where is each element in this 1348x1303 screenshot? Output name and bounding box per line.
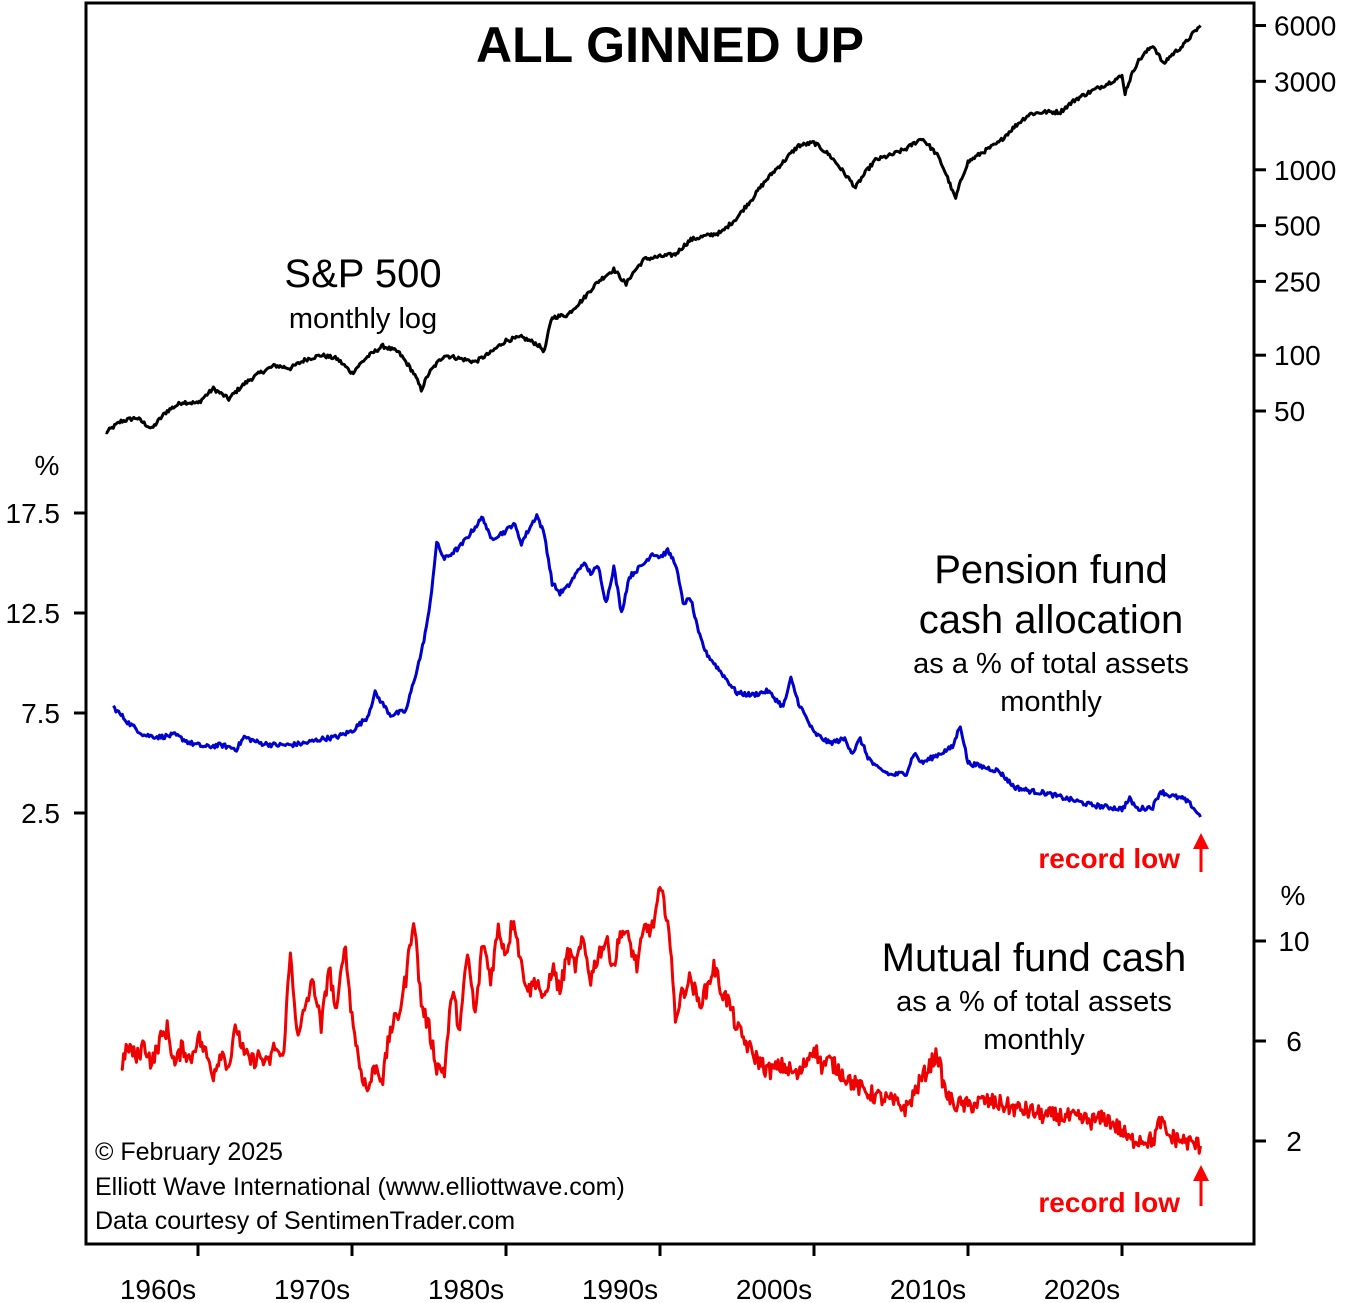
chart-canvas: 1960s 1970s 1980s 1990s 2000s 2010s 2020s 50 10… bbox=[0, 0, 1348, 1303]
sp500-y-tick-label: 6000 bbox=[1274, 11, 1336, 42]
mutual-y-tick-label: 10 bbox=[1278, 926, 1309, 957]
mutual-line bbox=[121, 888, 1201, 1154]
sp500-label: S&P 500 bbox=[284, 252, 441, 296]
x-tick-label-1980s: 1980s bbox=[428, 1274, 504, 1303]
sp500-y-tick-label: 500 bbox=[1274, 211, 1321, 242]
sp500-y-axis: 50 100 250 500 1000 3000 6000 bbox=[1254, 11, 1336, 427]
sp500-y-tick-label: 100 bbox=[1274, 340, 1321, 371]
copyright-text: © February 2025 bbox=[95, 1138, 283, 1166]
pension-y-tick-label: 7.5 bbox=[21, 698, 60, 729]
sp500-sublabel: monthly log bbox=[289, 303, 437, 335]
mutual-record-low-arrow bbox=[1193, 1165, 1209, 1206]
x-tick-label-1990s: 1990s bbox=[582, 1274, 658, 1303]
mutual-sublabel2: monthly bbox=[983, 1024, 1085, 1056]
pension-unit-label: % bbox=[35, 450, 60, 481]
mutual-unit-label: % bbox=[1281, 880, 1306, 911]
x-tick-label-2020s: 2020s bbox=[1044, 1274, 1120, 1303]
chart-title: ALL GINNED UP bbox=[476, 17, 864, 73]
publisher-text: Elliott Wave International (www.elliottw… bbox=[95, 1173, 625, 1201]
sp500-y-tick-label: 250 bbox=[1274, 266, 1321, 297]
mutual-y-tick-label: 6 bbox=[1286, 1026, 1302, 1057]
x-tick-label-1970s: 1970s bbox=[274, 1274, 350, 1303]
x-tick-label-2000s: 2000s bbox=[736, 1274, 812, 1303]
pension-y-tick-label: 12.5 bbox=[6, 598, 61, 629]
x-tick-label-1960s: 1960s bbox=[120, 1274, 196, 1303]
pension-sublabel: as a % of total assets bbox=[913, 648, 1189, 680]
sp500-y-tick-label: 3000 bbox=[1274, 66, 1336, 97]
sp500-line bbox=[106, 26, 1201, 433]
mutual-y-tick-label: 2 bbox=[1286, 1126, 1302, 1157]
pension-y-tick-label: 2.5 bbox=[21, 798, 60, 829]
mutual-fund-y-axis: 2 6 10 bbox=[1254, 926, 1310, 1157]
pension-record-low-arrow bbox=[1193, 833, 1209, 872]
data-credit-text: Data courtesy of SentimenTrader.com bbox=[95, 1207, 515, 1235]
pension-record-low-label: record low bbox=[1038, 843, 1180, 874]
pension-y-axis: 2.5 7.5 12.5 17.5 bbox=[6, 498, 87, 829]
pension-y-tick-label: 17.5 bbox=[6, 498, 61, 529]
mutual-sublabel: as a % of total assets bbox=[896, 986, 1172, 1018]
x-axis: 1960s 1970s 1980s 1990s 2000s 2010s 2020s bbox=[120, 1244, 1122, 1303]
sp500-y-tick-label: 50 bbox=[1274, 396, 1305, 427]
sp500-y-tick-label: 1000 bbox=[1274, 155, 1336, 186]
pension-label-line1: Pension fund bbox=[934, 548, 1168, 592]
mutual-label: Mutual fund cash bbox=[882, 936, 1187, 980]
pension-label-line2: cash allocation bbox=[919, 598, 1184, 642]
x-tick-label-2010s: 2010s bbox=[890, 1274, 966, 1303]
mutual-record-low-label: record low bbox=[1038, 1187, 1180, 1218]
pension-sublabel2: monthly bbox=[1000, 686, 1102, 718]
